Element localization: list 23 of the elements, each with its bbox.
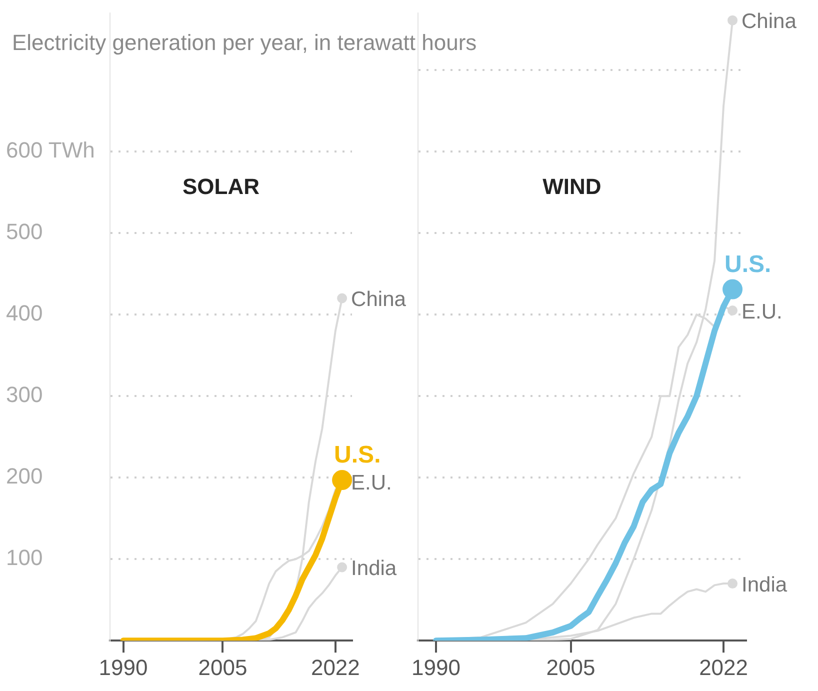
x-tick-label: 1990: [98, 654, 148, 680]
series-label: E.U.: [742, 300, 782, 324]
y-tick-label: 100: [6, 545, 43, 570]
text: WIND: [542, 174, 602, 200]
series-label: China: [351, 288, 406, 312]
text: SOLAR: [182, 174, 260, 200]
series-label: China: [742, 10, 797, 34]
series-label: E.U.: [351, 471, 392, 494]
x-tick-label: 2022: [310, 654, 360, 680]
x-tick-label: 2005: [546, 654, 596, 680]
text: Electricity generation per year, in terawatt hours: [12, 30, 477, 56]
y-tick-label: 300: [6, 382, 43, 408]
y-tick-label: 400: [6, 300, 43, 326]
series-label: U.S.: [334, 442, 381, 469]
series-label: U.S.: [724, 250, 772, 278]
y-tick-label: 500: [6, 219, 43, 244]
series-label: India: [351, 557, 397, 580]
y-tick-label: 600 TWh: [6, 138, 95, 163]
y-tick-label: 200: [6, 464, 43, 489]
x-tick-label: 1990: [411, 654, 460, 680]
x-tick-label: 2022: [699, 654, 748, 680]
x-tick-label: 2005: [198, 654, 248, 680]
series-label: India: [742, 573, 788, 596]
